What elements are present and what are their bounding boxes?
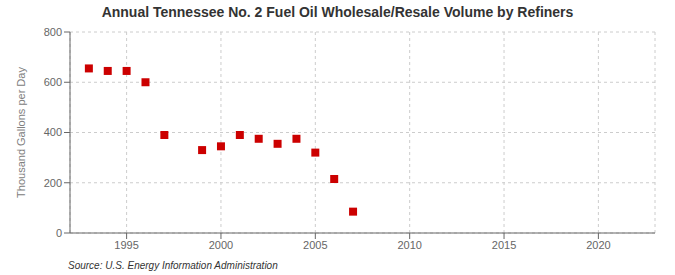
svg-text:200: 200 [44, 177, 62, 189]
svg-text:1995: 1995 [114, 239, 138, 251]
svg-text:2000: 2000 [209, 239, 233, 251]
svg-text:600: 600 [44, 76, 62, 88]
html-text:Annual Tennessee No. 2 Fuel Oi: Annual Tennessee No. 2 Fuel Oil Wholesal… [101, 4, 574, 20]
svg-text:Thousand Gallons per Day: Thousand Gallons per Day [15, 67, 27, 198]
svg-text:2015: 2015 [492, 239, 516, 251]
svg-text:800: 800 [44, 26, 62, 38]
svg-text:0: 0 [56, 227, 62, 239]
html-text:Source: U.S. Energy Informatio: Source: U.S. Energy Information Administ… [68, 260, 278, 271]
svg-text:2010: 2010 [397, 239, 421, 251]
svg-text:2020: 2020 [586, 239, 610, 251]
svg-text:400: 400 [44, 126, 62, 138]
svg-text:2005: 2005 [303, 239, 327, 251]
